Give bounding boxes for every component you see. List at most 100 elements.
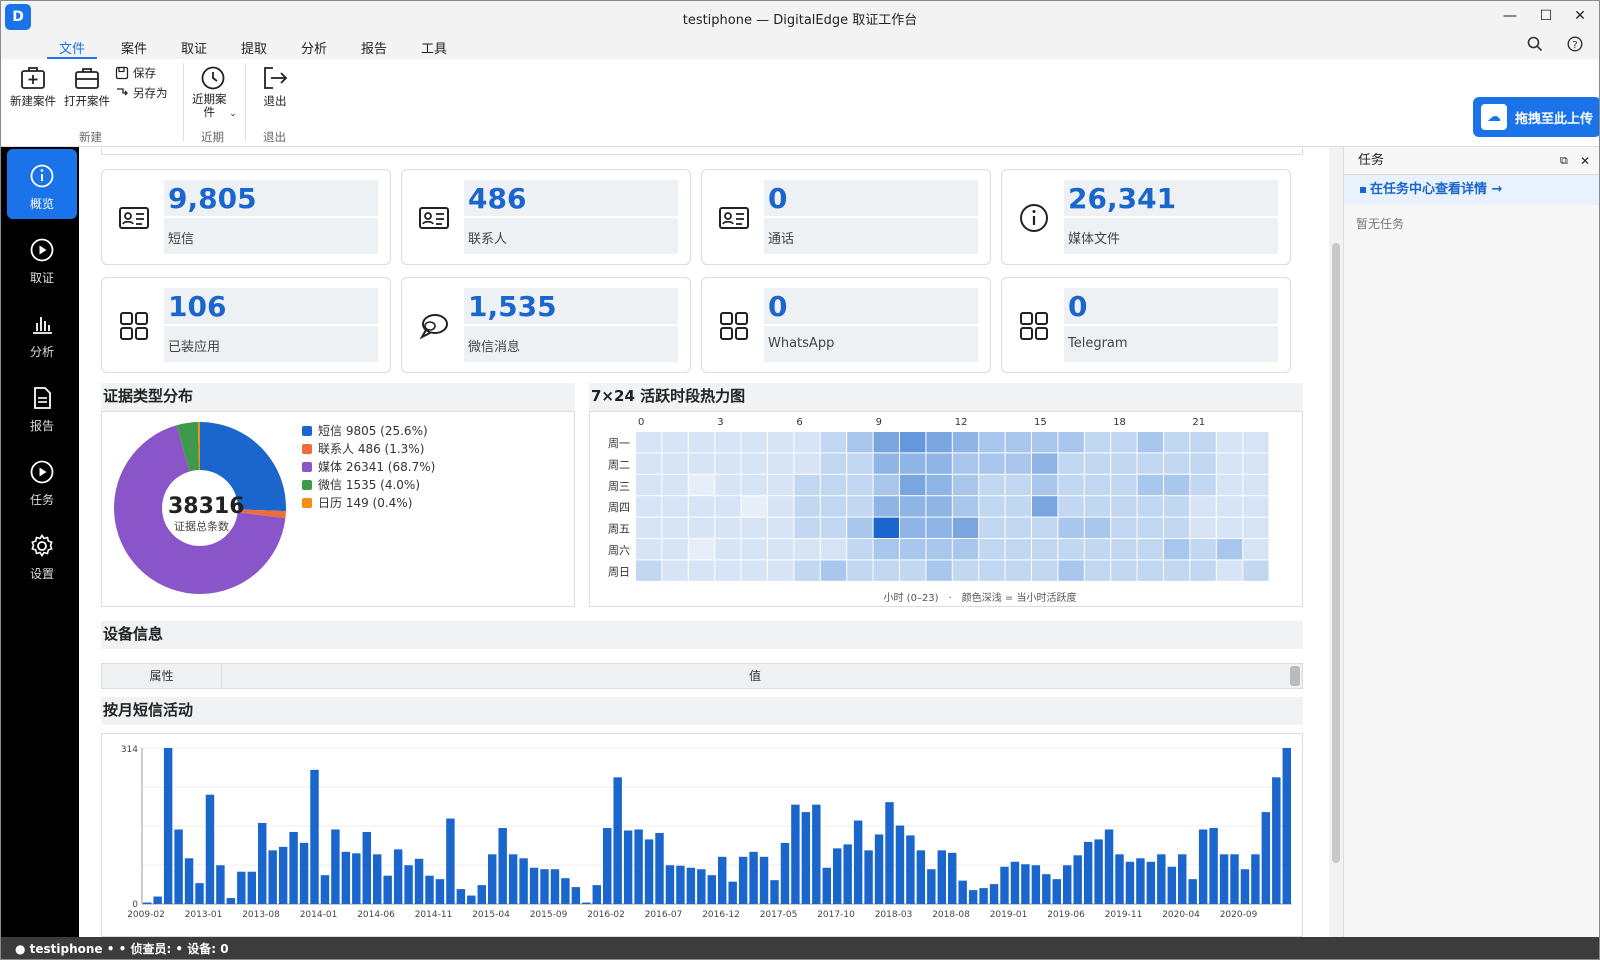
heatmap-cell bbox=[1164, 539, 1190, 560]
stat-value: 9,805 bbox=[168, 182, 257, 215]
heatmap-cell bbox=[820, 474, 847, 496]
stat-card-wechat[interactable]: 1,535 微信消息 bbox=[401, 277, 691, 373]
search-icon[interactable] bbox=[1525, 36, 1545, 56]
heatmap-cell bbox=[952, 539, 979, 560]
heatmap-cell bbox=[873, 453, 899, 474]
save-as-label: 另存为 bbox=[133, 86, 168, 100]
sidebar-item-report[interactable]: 报告 bbox=[7, 371, 77, 441]
stat-card-media[interactable]: 26,341 媒体文件 bbox=[1001, 169, 1291, 265]
bar bbox=[205, 794, 215, 904]
heatmap-cell bbox=[1084, 496, 1111, 517]
device-col-value[interactable]: 值 bbox=[748, 669, 761, 683]
upload-button[interactable]: ☁ 拖拽至此上传 bbox=[1473, 97, 1599, 137]
x-tick-label: 2014-11 bbox=[415, 910, 453, 920]
sidebar-label: 任务 bbox=[29, 493, 54, 507]
legend-label: 微信 1535 (4.0%) bbox=[318, 478, 421, 492]
bar bbox=[299, 842, 309, 904]
stat-card-apps[interactable]: 106 已装应用 bbox=[101, 277, 391, 373]
heatmap-x-tick: 0 bbox=[638, 417, 644, 428]
menu-file[interactable]: 文件 bbox=[59, 42, 86, 57]
pie-chart-panel: 38316 证据总条数 短信 9805 (25.6%) 联系人 486 (1.3%… bbox=[101, 411, 575, 607]
main-scrollbar-thumb[interactable] bbox=[1332, 243, 1340, 863]
float-window-icon[interactable]: ⧉ bbox=[1560, 154, 1568, 167]
sidebar-label: 分析 bbox=[29, 345, 54, 359]
sidebar-item-analyze[interactable]: 分析 bbox=[7, 297, 77, 367]
save-icon bbox=[115, 66, 129, 80]
sidebar-item-settings[interactable]: 设置 bbox=[7, 519, 77, 589]
upload-label: 拖拽至此上传 bbox=[1515, 111, 1594, 127]
maximize-button[interactable]: ☐ bbox=[1539, 8, 1553, 24]
main-scrollbar[interactable] bbox=[1329, 147, 1343, 937]
menu-tools[interactable]: 工具 bbox=[421, 42, 448, 57]
bar bbox=[1083, 841, 1093, 904]
bar bbox=[843, 844, 852, 904]
chevron-down-icon: ⌄ bbox=[229, 109, 237, 119]
x-tick-label: 2009-02 bbox=[127, 910, 165, 920]
pie-slice bbox=[176, 422, 200, 472]
stat-label: 通话 bbox=[768, 232, 795, 247]
stat-card-sms[interactable]: 9,805 短信 bbox=[101, 169, 391, 265]
exit-label: 退出 bbox=[263, 94, 287, 108]
minimize-button[interactable]: — bbox=[1503, 8, 1517, 24]
menu-case[interactable]: 案件 bbox=[121, 42, 148, 57]
heatmap-cell bbox=[688, 474, 715, 496]
heatmap-cell bbox=[900, 496, 926, 517]
sidebar-item-acquire[interactable]: 取证 bbox=[7, 223, 77, 293]
stat-card-whatsapp[interactable]: 0 WhatsApp bbox=[701, 277, 991, 373]
tasks-panel-title: 任务 bbox=[1358, 153, 1385, 168]
heatmap-panel: 周一 周二 周三 周四 周五 周六 周日 0 3 6 9 12 15 18 21 小时 (0–23) · 颜色… bbox=[589, 411, 1303, 607]
save-as-button[interactable]: 另存为 bbox=[115, 85, 168, 101]
menu-analyze[interactable]: 分析 bbox=[301, 42, 328, 57]
menu-extract[interactable]: 提取 bbox=[241, 42, 268, 57]
stat-label: 微信消息 bbox=[468, 340, 521, 355]
exit-button[interactable]: 退出 bbox=[253, 65, 297, 109]
menu-report[interactable]: 报告 bbox=[361, 42, 388, 57]
briefcase-icon bbox=[75, 68, 99, 89]
open-case-button[interactable]: 打开案件 bbox=[61, 65, 113, 109]
bar bbox=[958, 880, 967, 904]
heatmap-cell bbox=[1216, 453, 1243, 474]
heatmap-cell bbox=[662, 496, 688, 517]
heatmap-cell bbox=[952, 496, 979, 517]
stat-card-telegram[interactable]: 0 Telegram bbox=[1001, 277, 1291, 373]
bar bbox=[529, 867, 539, 904]
bar bbox=[759, 856, 769, 904]
heatmap-section-title: 7×24 活跃时段热力图 bbox=[589, 383, 1303, 411]
close-button[interactable]: ✕ bbox=[1574, 8, 1586, 24]
heatmap-cell bbox=[979, 432, 1005, 453]
device-col-property[interactable]: 属性 bbox=[102, 664, 222, 688]
help-icon[interactable]: ? bbox=[1565, 36, 1585, 56]
bar bbox=[310, 769, 319, 904]
stat-label: Telegram bbox=[1068, 336, 1128, 351]
task-center-link[interactable]: 在任务中心查看详情 → bbox=[1344, 175, 1599, 205]
heatmap-cell bbox=[873, 517, 899, 538]
heatmap-cell bbox=[1084, 474, 1111, 496]
heatmap-cell bbox=[1058, 496, 1084, 517]
stat-card-calls[interactable]: 0 通话 bbox=[701, 169, 991, 265]
bar bbox=[540, 869, 549, 904]
heatmap-cell bbox=[715, 496, 741, 517]
heatmap-cell bbox=[952, 432, 979, 453]
device-table-scrollbar[interactable] bbox=[1290, 666, 1300, 686]
heatmap-cell bbox=[1084, 517, 1111, 538]
bar bbox=[237, 871, 246, 904]
close-panel-icon[interactable]: ✕ bbox=[1580, 154, 1591, 168]
ribbon-group-recent: 近期 bbox=[201, 130, 224, 144]
document-icon bbox=[34, 387, 51, 409]
bar bbox=[268, 850, 277, 904]
sidebar-item-tasks[interactable]: 任务 bbox=[7, 445, 77, 515]
play-icon bbox=[30, 238, 54, 262]
recent-cases-button[interactable]: 近期案件 ⌄ bbox=[187, 65, 239, 119]
save-button[interactable]: 保存 bbox=[115, 65, 156, 81]
menu-acquire[interactable]: 取证 bbox=[181, 42, 208, 57]
heatmap-cell bbox=[952, 517, 979, 538]
legend-label: 日历 149 (0.4%) bbox=[318, 496, 413, 510]
id-card-icon bbox=[119, 207, 149, 229]
stat-card-contacts[interactable]: 486 联系人 bbox=[401, 169, 691, 265]
bar bbox=[718, 856, 727, 904]
new-case-button[interactable]: 新建案件 bbox=[7, 65, 59, 109]
legend-label: 媒体 26341 (68.7%) bbox=[318, 460, 436, 474]
sidebar-item-overview[interactable]: 概览 bbox=[7, 149, 77, 219]
heatmap-cell bbox=[820, 453, 847, 474]
heatmap-cell bbox=[768, 517, 794, 538]
